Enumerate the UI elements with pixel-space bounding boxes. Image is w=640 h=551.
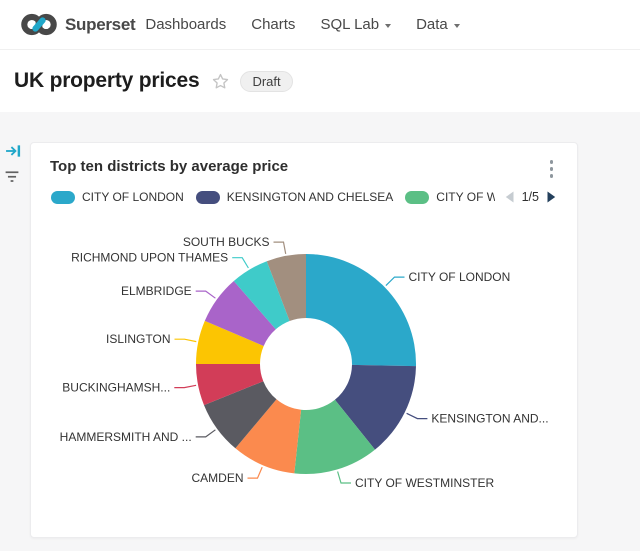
legend-pager: 1/5 xyxy=(504,189,557,205)
donut-chart: CITY OF LONDON KENSINGTON AND... CITY OF W… xyxy=(60,235,549,490)
pie-label-city-of-westminster: CITY OF WESTMINSTER xyxy=(355,476,494,490)
pie-slice-city-of-westminster[interactable] xyxy=(294,399,375,475)
legend-next-icon[interactable] xyxy=(546,190,557,204)
top-navbar: Superset Dashboards Charts SQL Lab Data xyxy=(0,0,640,50)
superset-logo-icon xyxy=(21,13,57,36)
favorite-star-icon[interactable] xyxy=(211,72,230,91)
legend-label: CITY OF LONDON xyxy=(82,190,184,204)
pie-label-kensington-and: KENSINGTON AND... xyxy=(431,412,548,426)
nav-item-label: SQL Lab xyxy=(320,16,380,33)
legend-prev-icon[interactable] xyxy=(504,190,515,204)
chart-menu-kebab-icon[interactable] xyxy=(546,158,558,180)
chart-card: Top ten districts by average price CITY … xyxy=(30,142,578,538)
pie-slice-south-bucks[interactable] xyxy=(266,253,306,321)
pie-label-hammersmith-and: HAMMERSMITH AND ... xyxy=(60,430,192,444)
legend-label: CITY OF WES xyxy=(436,190,495,204)
pie-label-line xyxy=(232,257,249,269)
pie-slice-hammersmith-and[interactable] xyxy=(204,381,277,449)
legend-label: KENSINGTON AND CHELSEA xyxy=(226,190,394,204)
nav-item-sql-lab[interactable]: SQL Lab xyxy=(320,16,392,33)
legend-swatch xyxy=(195,190,220,204)
nav-item-label: Dashboards xyxy=(145,16,227,33)
caret-down-icon xyxy=(453,23,460,28)
page-title: UK property prices xyxy=(14,69,200,92)
chart-legend: CITY OF LONDON KENSINGTON AND CHELSEA CITY… xyxy=(51,189,495,205)
pie-label-line xyxy=(406,412,428,420)
pie-label-line xyxy=(174,384,197,389)
pie-label-islington: ISLINGTON xyxy=(106,332,170,346)
pie-label-line xyxy=(385,276,405,287)
pie-label-elmbridge: ELMBRIDGE xyxy=(121,284,192,298)
main-nav: Dashboards Charts SQL Lab Data xyxy=(145,16,460,33)
pie-label-line xyxy=(273,241,287,255)
dashboard-header: UK property prices Draft xyxy=(0,50,640,112)
pie-label-line xyxy=(195,429,216,438)
legend-item-city-of-wes[interactable]: CITY OF WES xyxy=(405,189,495,205)
superset-brand[interactable]: Superset xyxy=(20,11,136,38)
nav-item-charts[interactable]: Charts xyxy=(251,16,295,33)
draft-status-badge[interactable]: Draft xyxy=(240,70,293,92)
legend-page-indicator: 1/5 xyxy=(521,190,539,204)
legend-item-city-of-london[interactable]: CITY OF LONDON xyxy=(51,189,184,205)
nav-item-label: Data xyxy=(416,16,448,33)
pie-label-line xyxy=(195,290,216,299)
nav-item-dashboards[interactable]: Dashboards xyxy=(145,16,226,33)
pie-label-south-bucks: SOUTH BUCKS xyxy=(183,235,270,249)
pie-slice-camden[interactable] xyxy=(235,399,302,474)
caret-down-icon xyxy=(385,23,392,28)
legend-swatch xyxy=(405,190,430,204)
filter-icon[interactable] xyxy=(4,168,20,184)
nav-item-data[interactable]: Data xyxy=(416,16,460,33)
pie-slice-islington[interactable] xyxy=(196,320,264,364)
pie-label-camden: CAMDEN xyxy=(191,471,243,485)
pie-slice-richmond-upon-thames[interactable] xyxy=(233,261,290,330)
chart-title: Top ten districts by average price xyxy=(50,158,289,175)
pie-slice-elmbridge[interactable] xyxy=(204,281,276,346)
legend-item-kensington-and-chelsea[interactable]: KENSINGTON AND CHELSEA xyxy=(195,189,394,205)
pie-slice-city-of-london[interactable] xyxy=(306,254,417,367)
brand-name: Superset xyxy=(65,14,136,34)
legend-swatch xyxy=(51,190,75,204)
pie-label-city-of-london: CITY OF LONDON xyxy=(409,270,511,284)
expand-filter-bar-icon[interactable] xyxy=(5,143,21,159)
pie-label-line xyxy=(337,471,351,484)
pie-slice-buckinghamsh[interactable] xyxy=(196,364,264,406)
pie-label-line xyxy=(247,466,263,479)
pie-label-line xyxy=(174,338,197,343)
pie-label-buckinghamsh: BUCKINGHAMSH... xyxy=(62,381,170,395)
pie-slice-kensington-and[interactable] xyxy=(334,364,416,450)
pie-label-richmond-upon-thames: RICHMOND UPON THAMES xyxy=(71,251,228,265)
nav-item-label: Charts xyxy=(251,16,296,33)
